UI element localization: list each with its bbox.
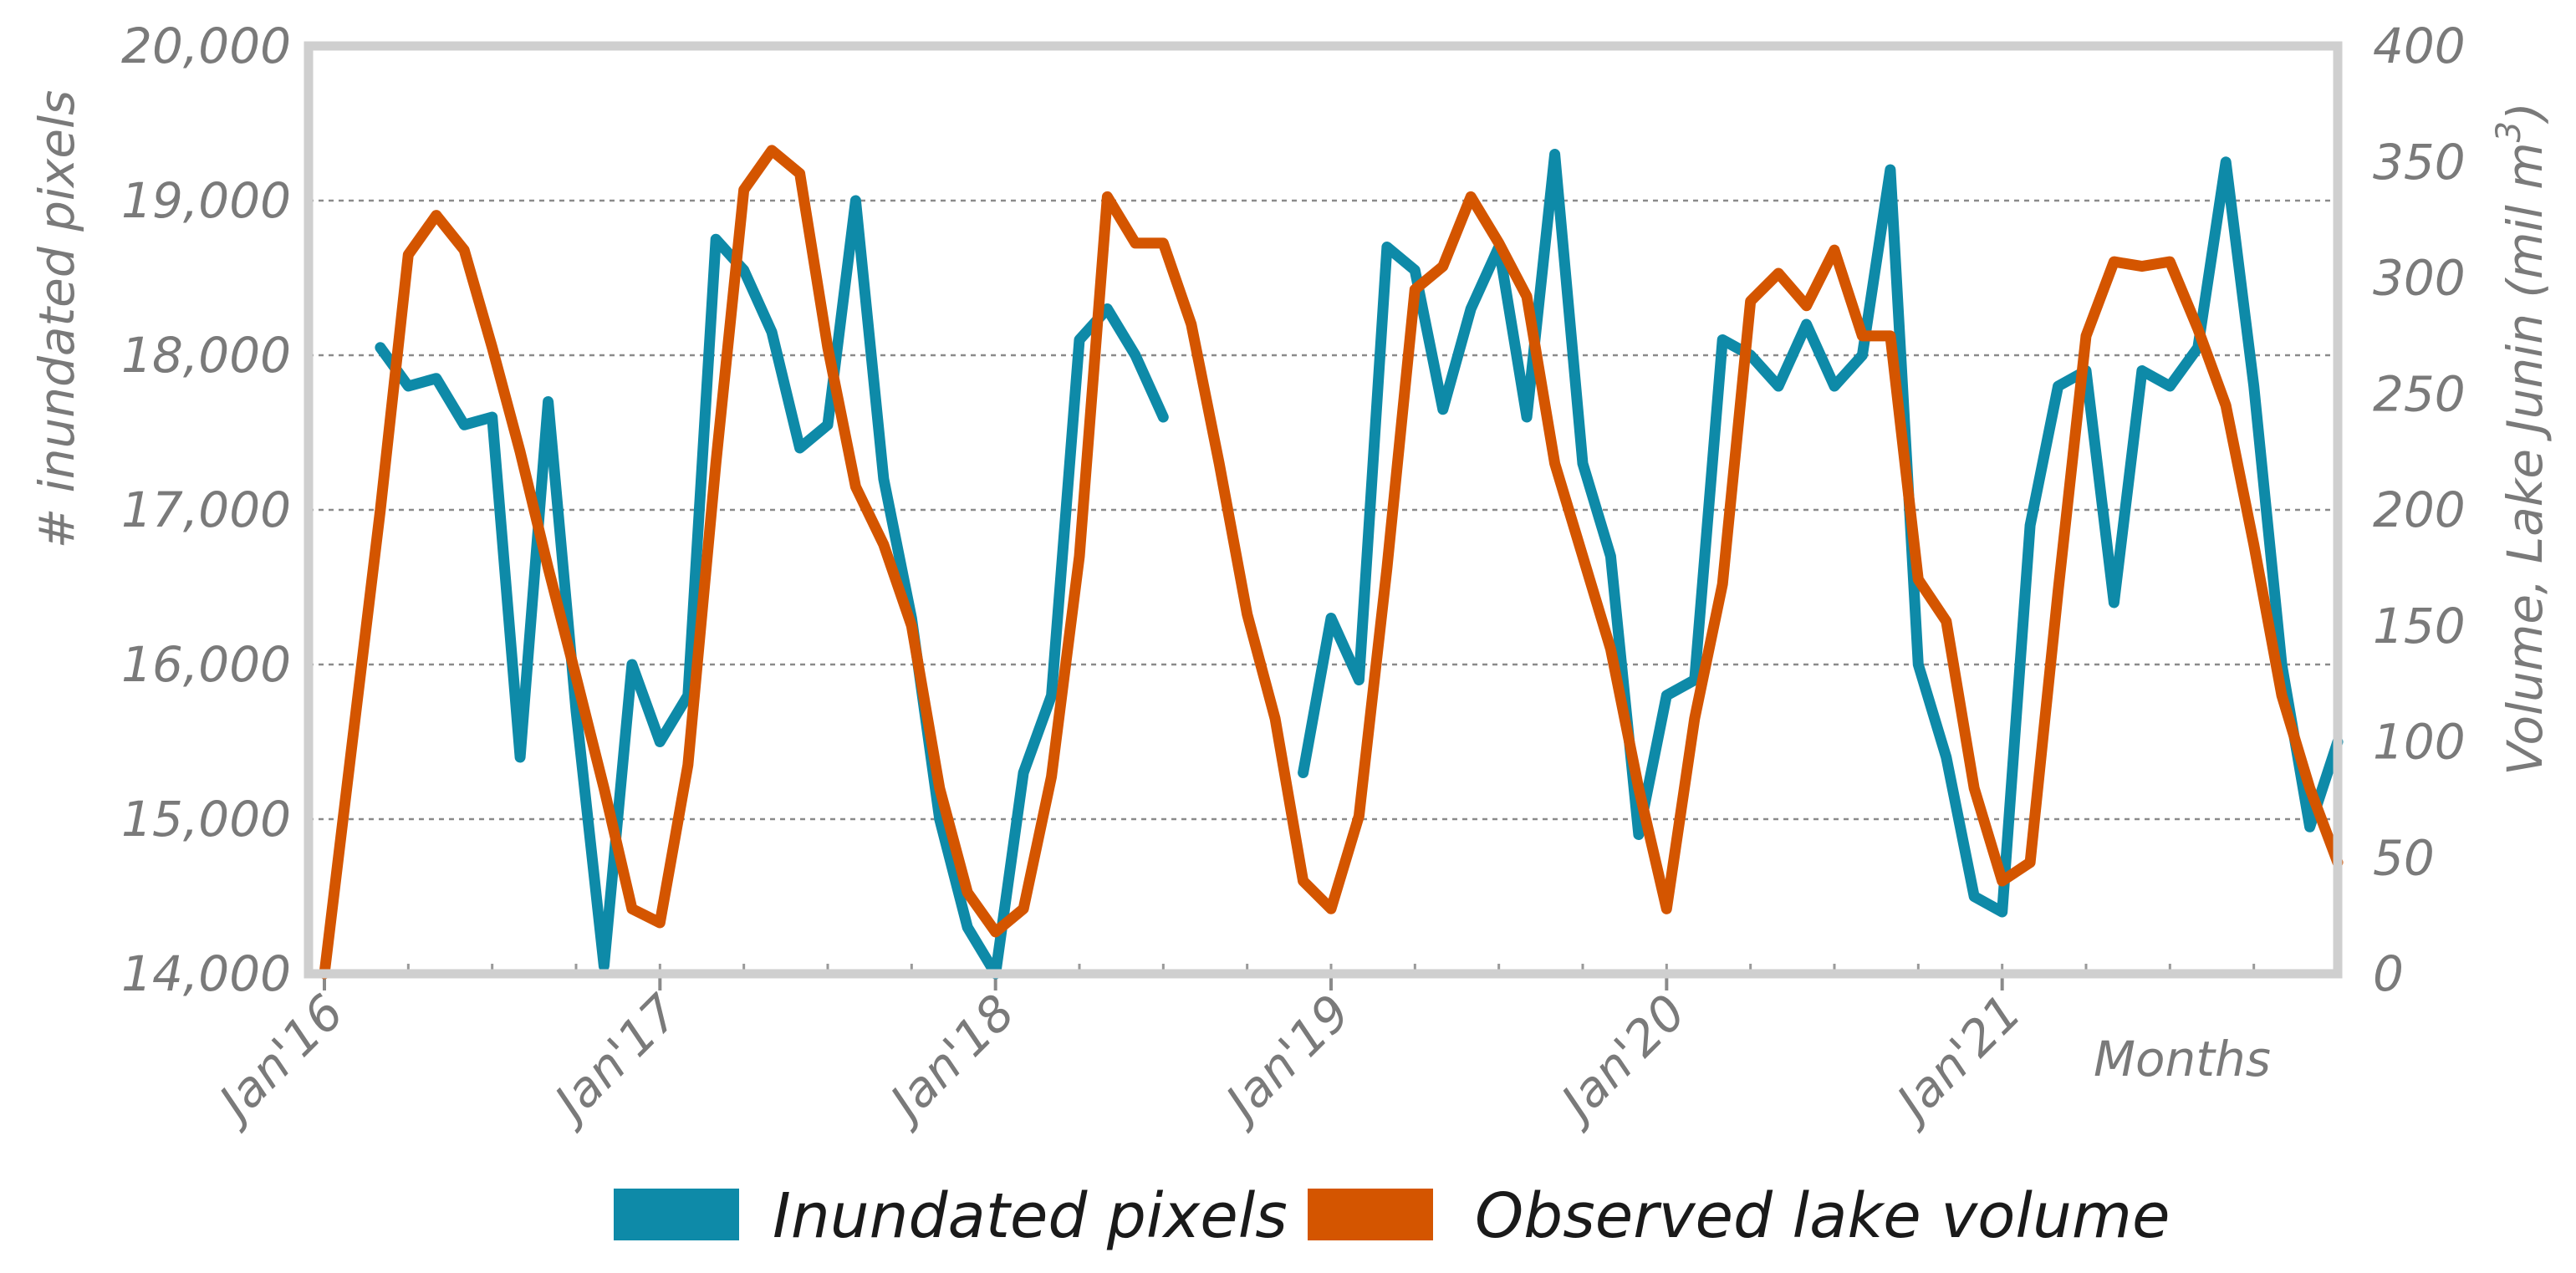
x-tick-label: Jan'16 — [202, 984, 355, 1136]
legend-label-observed-lake-volume: Observed lake volume — [1475, 1180, 2170, 1252]
y-right-tick-label: 0 — [2373, 945, 2404, 1002]
legend-swatch-inundated-pixels — [614, 1189, 739, 1240]
y-right-tick-label: 200 — [2373, 481, 2466, 538]
y-right-tick-label: 100 — [2373, 714, 2466, 771]
observed-lake-volume-line — [319, 145, 2344, 980]
y-right-axis-title: Volume, Lake Junin (mil m3) — [2490, 102, 2553, 776]
y-left-tick-label: 19,000 — [121, 172, 291, 229]
x-tick-label: Jan'21 — [1880, 984, 2033, 1136]
x-tick-label: Jan'20 — [1544, 984, 1696, 1136]
legend-swatch-observed-lake-volume — [1308, 1189, 1433, 1240]
x-tick-label: Jan'19 — [1209, 984, 1361, 1136]
legend: Inundated pixels Observed lake volume — [614, 1180, 2170, 1252]
y-left-tick-label: 20,000 — [121, 18, 291, 74]
y-left-tick-label: 14,000 — [121, 945, 291, 1002]
x-tick-labels: Jan'16 Jan'17 Jan'18 Jan'19 Jan'20 Jan'21 — [202, 984, 2033, 1136]
y-right-axis-title-superscript: 3 — [2490, 121, 2528, 142]
y-left-tick-label: 18,000 — [121, 327, 291, 384]
y-right-tick-label: 300 — [2373, 250, 2466, 307]
legend-label-inundated-pixels: Inundated pixels — [773, 1180, 1288, 1252]
y-left-tick-label: 16,000 — [121, 636, 291, 693]
y-right-tick-label: 350 — [2373, 134, 2466, 191]
x-tick-label: Jan'18 — [874, 984, 1026, 1136]
y-right-tick-label: 400 — [2373, 18, 2466, 74]
y-right-tick-labels: 0 50 100 150 200 250 300 350 400 — [2373, 18, 2466, 1002]
y-left-tick-label: 17,000 — [121, 481, 291, 538]
y-left-tick-label: 15,000 — [121, 791, 291, 848]
x-tick-label: Jan'17 — [538, 984, 690, 1136]
y-right-tick-label: 250 — [2373, 365, 2466, 422]
y-right-tick-label: 150 — [2373, 598, 2466, 654]
y-left-axis-title: # inundated pixels — [28, 90, 85, 549]
plot-frame — [304, 41, 2343, 979]
x-axis-title: Months — [2094, 1031, 2271, 1087]
y-left-tick-labels: 14,000 15,000 16,000 17,000 18,000 19,000 20,0… — [121, 18, 291, 1002]
inundated-pixels-line — [375, 149, 2344, 980]
y-right-axis-title-close: ) — [2497, 102, 2553, 125]
y-right-axis-title-main: Volume, Lake Junin (mil m — [2497, 142, 2553, 775]
y-right-tick-label: 50 — [2373, 829, 2435, 886]
